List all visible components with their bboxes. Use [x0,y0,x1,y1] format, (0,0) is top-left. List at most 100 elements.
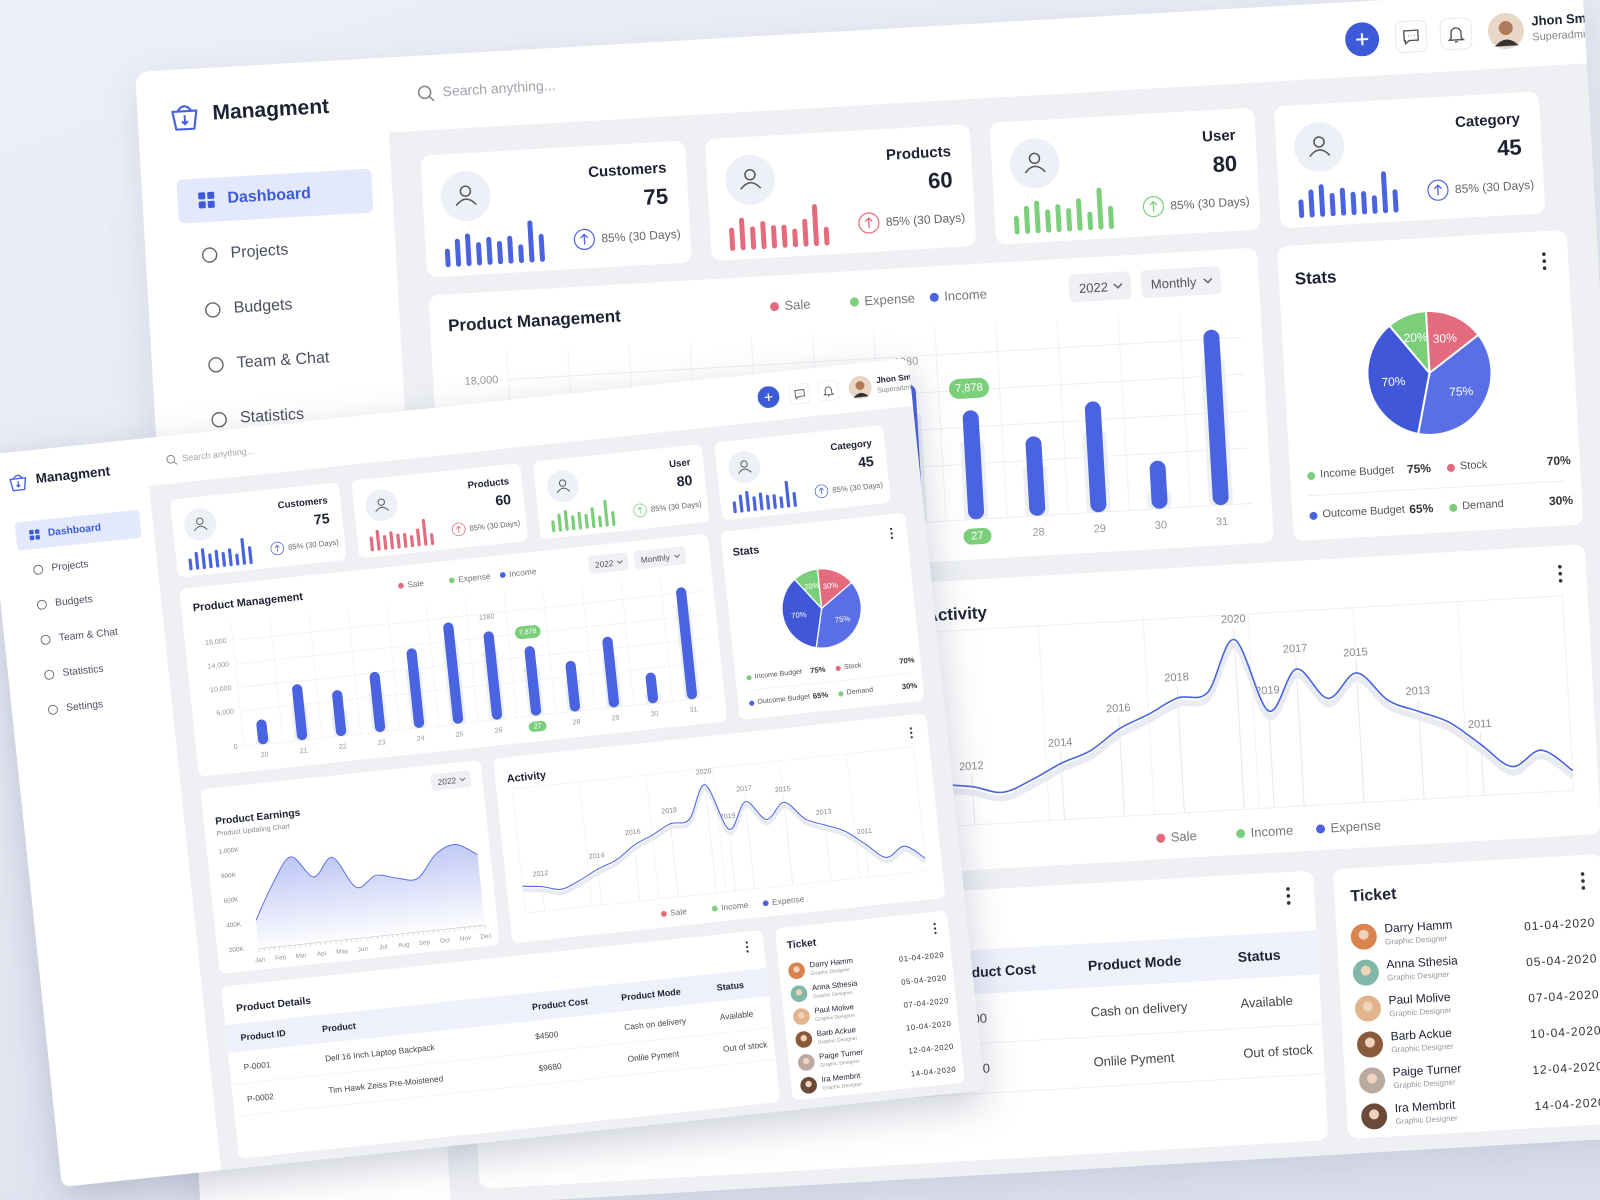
brand-logo [9,474,27,492]
nav-icon [48,704,58,715]
spark-bar [771,225,778,249]
trend-icon [858,212,880,234]
stats-legend-item: Outcome Budget 65% [748,689,829,710]
spark-bar [1023,205,1031,234]
sparkline [369,518,435,552]
spark-bar [772,494,777,509]
annotation: 7,878 [519,628,537,637]
more-menu[interactable] [1556,564,1565,584]
filter-dropdown[interactable]: Monthly [1140,265,1222,299]
menu-dot [745,941,748,944]
add-button[interactable] [1344,21,1380,57]
more-menu[interactable] [744,940,750,953]
card-change: 85% (30 Days) [831,480,884,495]
ticket-avatar [793,1008,810,1025]
spark-bar [1087,211,1094,231]
legend-dot [762,900,769,907]
slice-label: 75% [834,614,850,625]
x-tick-label: 30 [650,711,659,719]
add-button-plus [1356,33,1369,46]
spark-bar [421,518,428,546]
pie-slice [781,578,823,649]
more-menu[interactable] [1578,871,1587,891]
nav-item[interactable]: Statistics [189,388,386,443]
card-icon-shape [459,185,472,197]
card-icon [365,489,398,522]
search-input[interactable]: Search anything... [442,76,556,100]
card-icon-shape [738,468,752,474]
more-menu[interactable] [932,922,938,935]
legend-dot [448,577,455,584]
stat-card: Customers 75 85% (30 Days) [420,140,692,278]
nav-item[interactable]: Projects [179,223,376,278]
avatar-face [1366,1073,1377,1084]
bar [332,690,347,737]
nav-item[interactable]: Projects [18,545,145,586]
legend-dot [1449,503,1458,512]
line-chart-panel: Activity 2012 2014 2016 2018 2020 2019 2017 2015… [493,713,946,944]
ticket-item: Ira Membrit Graphic Designer 14-04-2020 [799,1059,957,1097]
pie-slice [1388,310,1431,376]
line [942,638,1574,794]
chevron [1113,283,1123,289]
search-icon-ring [417,85,432,100]
grid-line [248,825,474,849]
notifications-button[interactable] [817,380,840,403]
filter-dropdown[interactable]: 2022 [430,770,472,791]
grid-line [235,614,704,665]
v-grid-line [659,577,674,702]
card-icon-shape [740,182,762,190]
nav-icon [201,247,218,263]
filter-dropdown[interactable]: 2022 [587,552,630,575]
more-menu[interactable] [888,527,894,540]
nav-item[interactable]: Dashboard [176,168,374,224]
ticket-title: Ticket [786,937,817,952]
messages-button[interactable] [1394,20,1428,54]
spark-bar [476,242,483,266]
more-menu[interactable] [1284,886,1293,906]
nav-item[interactable]: Budgets [183,278,380,333]
icon-button-bg [817,380,840,402]
trend-icon [633,503,647,518]
search-icon [166,454,178,465]
spark-bar [444,248,451,268]
trend-arrow [864,217,873,229]
card-icon-shape [558,479,567,487]
messages-button[interactable] [788,383,811,406]
x-tick-label: Dec [480,932,493,940]
ticket-panel: Ticket Darry Hamm Graphic Designer 01-04-20… [774,910,965,1101]
nav-item[interactable]: Team & Chat [26,615,153,656]
filter-dropdown[interactable]: Monthly [633,546,687,570]
nav-item[interactable]: Team & Chat [186,333,383,388]
spark-bar [375,529,381,551]
y-tick-label: 6,000 [216,709,234,718]
add-button[interactable] [757,385,781,409]
spark-bar [518,244,524,264]
spark-bar [758,492,764,511]
spark-bar [486,236,493,265]
v-grid-line [578,781,593,907]
legend-item: Expense [1315,816,1396,839]
legend-label: Stock [1459,458,1488,473]
avatar-face [795,989,803,996]
legend-dot-shape [746,675,752,681]
search-input[interactable]: Search anything... [181,445,255,464]
nav-item[interactable]: Budgets [22,580,149,621]
nav-item[interactable]: Settings [33,685,160,726]
ticket-panel: Ticket Darry Hamm Graphic Designer 01-04-20… [1332,853,1600,1139]
more-menu[interactable] [1540,251,1549,271]
trend-icon [814,484,829,499]
more-menu[interactable] [908,726,914,739]
highlight-pill [528,720,547,732]
notifications-button[interactable] [1439,17,1473,51]
nav-icon [40,634,51,645]
spark-bar [557,513,563,532]
chevron-path [674,554,680,558]
card-icon [728,451,761,484]
x-tick-label: Jun [357,946,368,954]
spark-bar [729,227,736,251]
nav-item[interactable]: Dashboard [14,509,142,551]
nav-item[interactable]: Statistics [29,650,156,691]
spark-bar [792,228,799,248]
filter-dropdown[interactable]: 2022 [1068,271,1132,303]
